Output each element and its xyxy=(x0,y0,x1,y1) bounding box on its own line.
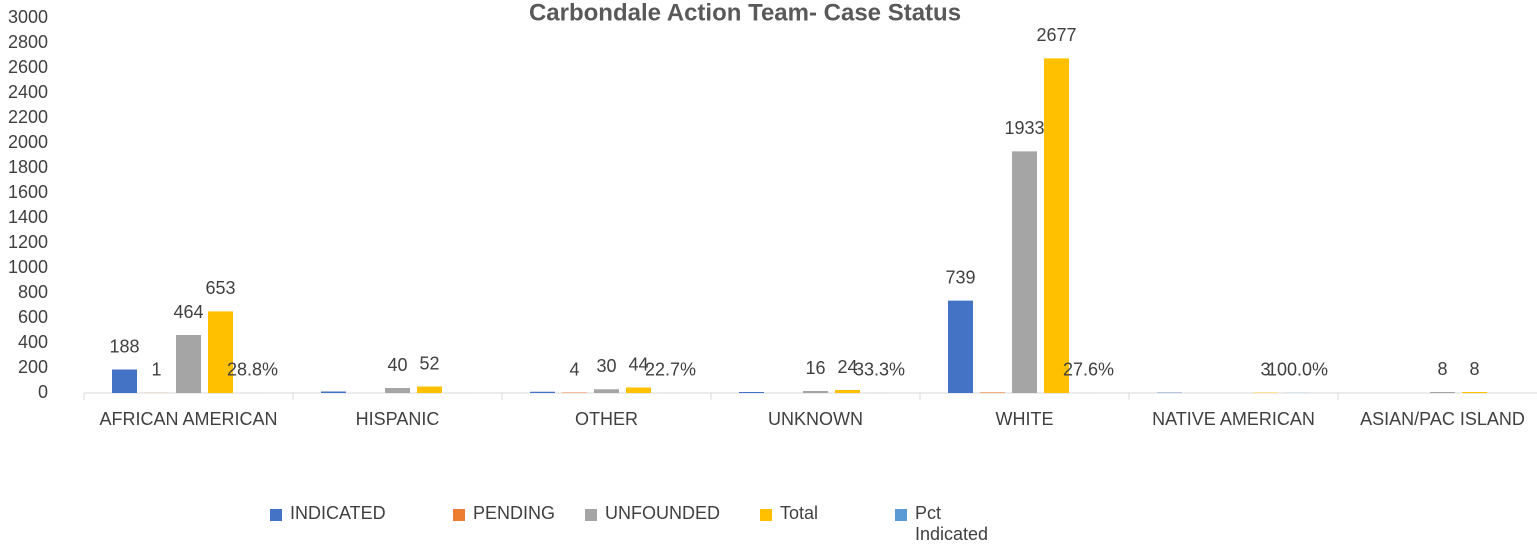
bar xyxy=(417,386,442,393)
legend-swatch xyxy=(895,509,907,521)
y-tick-label: 1600 xyxy=(8,182,48,202)
data-label: 100.0% xyxy=(1267,360,1328,380)
legend-item: Pct Indicated xyxy=(895,503,995,545)
x-tick-label: ASIAN/PAC ISLAND xyxy=(1360,409,1525,429)
data-label: 1 xyxy=(151,360,161,380)
y-tick-label: 600 xyxy=(18,307,48,327)
data-label: 52 xyxy=(419,353,439,373)
y-tick-label: 1800 xyxy=(8,157,48,177)
legend-label: Total xyxy=(780,503,819,523)
data-label: 30 xyxy=(596,356,616,376)
y-tick-label: 2000 xyxy=(8,132,48,152)
data-label: 28.8% xyxy=(227,360,278,380)
data-label: 44 xyxy=(628,354,648,374)
y-tick-label: 2600 xyxy=(8,57,48,77)
bar xyxy=(530,391,555,393)
bar xyxy=(594,389,619,393)
bar xyxy=(562,392,587,393)
bar xyxy=(1044,58,1069,393)
data-label: 24 xyxy=(837,357,857,377)
bar xyxy=(739,392,764,393)
data-label: 188 xyxy=(109,336,139,356)
bar xyxy=(1012,151,1037,393)
chart-title: Carbondale Action Team- Case Status xyxy=(529,0,961,26)
y-tick-label: 200 xyxy=(18,357,48,377)
x-tick-label: AFRICAN AMERICAN xyxy=(99,409,277,429)
y-tick-label: 0 xyxy=(38,382,48,402)
bar xyxy=(1430,392,1455,393)
bar xyxy=(626,387,651,393)
legend-swatch xyxy=(760,509,772,521)
data-label: 2677 xyxy=(1036,25,1076,45)
data-label: 33.3% xyxy=(854,360,905,380)
legend-swatch xyxy=(585,509,597,521)
data-label: 464 xyxy=(173,302,203,322)
data-label: 8 xyxy=(1469,359,1479,379)
y-tick-label: 400 xyxy=(18,332,48,352)
data-label: 16 xyxy=(805,358,825,378)
y-tick-label: 2800 xyxy=(8,32,48,52)
bar xyxy=(208,311,233,393)
y-tick-label: 2400 xyxy=(8,82,48,102)
bar xyxy=(385,388,410,393)
y-tick-label: 1400 xyxy=(8,207,48,227)
bar xyxy=(1462,392,1487,393)
bar xyxy=(980,392,1005,393)
legend-item: Total xyxy=(760,503,818,524)
y-tick-label: 800 xyxy=(18,282,48,302)
legend-swatch xyxy=(270,509,282,521)
legend-label: INDICATED xyxy=(290,503,386,523)
y-tick-label: 1000 xyxy=(8,257,48,277)
x-tick-label: UNKNOWN xyxy=(768,409,863,429)
legend-swatch xyxy=(453,509,465,521)
x-tick-label: OTHER xyxy=(575,409,638,429)
data-label: 1933 xyxy=(1004,118,1044,138)
bar xyxy=(948,300,973,393)
legend-label: Pct Indicated xyxy=(915,503,989,544)
legend-item: INDICATED xyxy=(270,503,386,524)
y-tick-label: 1200 xyxy=(8,232,48,252)
x-tick-label: HISPANIC xyxy=(356,409,440,429)
chart: Carbondale Action Team- Case Status 0 200… xyxy=(8,0,1537,429)
x-tick-label: NATIVE AMERICAN xyxy=(1152,409,1315,429)
y-tick-label: 3000 xyxy=(8,7,48,27)
bar xyxy=(321,391,346,393)
y-tick-label: 2200 xyxy=(8,107,48,127)
legend-label: PENDING xyxy=(473,503,556,523)
bar xyxy=(176,335,201,393)
legend-item: PENDING xyxy=(453,503,555,524)
data-label: 27.6% xyxy=(1063,360,1114,380)
data-label: 8 xyxy=(1437,359,1447,379)
bar xyxy=(835,390,860,393)
legend-item: UNFOUNDED xyxy=(585,503,720,524)
data-label: 3 xyxy=(1260,359,1270,379)
data-label: 739 xyxy=(945,267,975,287)
x-tick-label: WHITE xyxy=(996,409,1054,429)
legend: INDICATED PENDING UNFOUNDED Total Pct Indica… xyxy=(0,503,1537,550)
data-label: 4 xyxy=(569,359,579,379)
legend-label: UNFOUNDED xyxy=(605,503,720,523)
data-label: 22.7% xyxy=(645,360,696,380)
data-label: 653 xyxy=(205,278,235,298)
bar xyxy=(803,391,828,393)
bar xyxy=(112,369,137,393)
data-label: 40 xyxy=(387,355,407,375)
